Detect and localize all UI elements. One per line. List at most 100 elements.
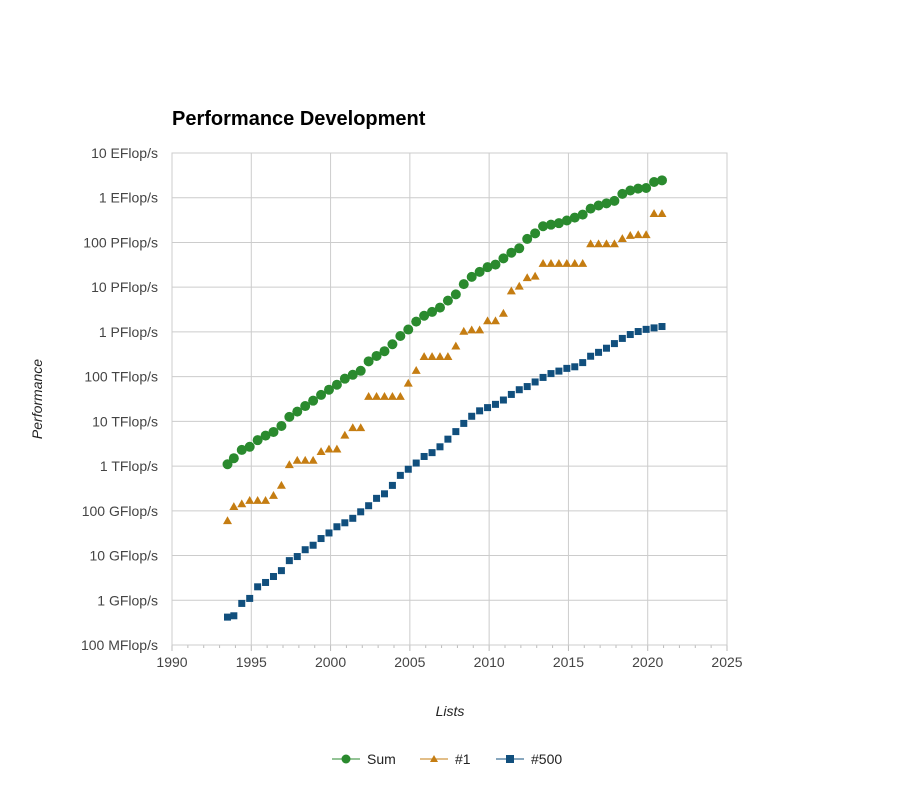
data-point — [379, 391, 389, 400]
data-point — [435, 352, 445, 361]
data-point — [419, 310, 430, 321]
data-point — [223, 516, 232, 525]
data-point — [547, 370, 555, 378]
data-point — [460, 419, 468, 427]
data-point — [587, 352, 595, 360]
data-point — [601, 198, 612, 209]
data-point — [237, 499, 247, 508]
data-point — [387, 339, 398, 350]
data-point — [585, 203, 596, 214]
data-point — [277, 567, 285, 575]
data-point — [373, 494, 381, 502]
plot-frame — [171, 152, 728, 646]
data-point — [450, 289, 461, 300]
data-point — [571, 363, 579, 371]
data-point — [324, 444, 334, 453]
data-point — [601, 239, 611, 248]
data-point — [300, 455, 310, 464]
data-point — [650, 324, 658, 332]
data-point — [553, 218, 564, 229]
data-point — [276, 420, 287, 431]
series-square — [224, 323, 666, 621]
data-point — [411, 366, 421, 374]
data-point — [293, 553, 301, 561]
data-point — [230, 612, 238, 620]
legend-marker — [430, 755, 438, 762]
data-point — [609, 195, 620, 206]
data-point — [610, 340, 618, 348]
data-point — [340, 430, 350, 439]
data-point — [490, 259, 501, 270]
data-point — [468, 412, 476, 420]
data-point — [506, 286, 516, 295]
data-point — [618, 334, 626, 342]
data-point — [323, 384, 334, 395]
data-point — [268, 426, 279, 437]
data-point — [657, 209, 667, 217]
y-axis-ticks: 100 MFlop/s 1 GFlop/s 10 GFlop/s 100 GFlop/… — [81, 145, 158, 653]
y-tick-label: 10 GFlop/s — [90, 548, 158, 564]
data-point — [252, 435, 263, 446]
data-point — [569, 212, 580, 223]
data-series — [222, 175, 667, 621]
data-point — [579, 359, 587, 367]
data-point — [563, 364, 571, 372]
data-point — [246, 594, 254, 602]
data-point — [555, 367, 563, 375]
data-point — [514, 281, 524, 290]
data-point — [442, 295, 453, 306]
data-point — [626, 331, 634, 339]
legend: Sum #1 #500 — [332, 751, 562, 767]
data-point — [224, 613, 231, 621]
data-point — [238, 599, 246, 607]
data-point — [254, 583, 262, 591]
data-point — [593, 200, 604, 211]
data-point — [474, 266, 485, 277]
data-point — [561, 215, 572, 226]
data-point — [531, 378, 539, 386]
legend-label: Sum — [367, 751, 396, 767]
data-point — [253, 496, 263, 504]
data-point — [427, 352, 437, 361]
y-tick-label: 1 EFlop/s — [99, 190, 158, 206]
data-point — [617, 188, 628, 199]
data-point — [316, 447, 326, 456]
data-point — [347, 369, 358, 380]
data-point — [577, 209, 588, 220]
x-tick-label: 1995 — [236, 654, 267, 670]
data-point — [482, 262, 493, 273]
data-point — [403, 378, 413, 387]
data-point — [538, 258, 548, 267]
data-point — [451, 341, 461, 350]
data-point — [595, 348, 603, 356]
data-point — [649, 209, 659, 217]
y-tick-label: 10 EFlop/s — [91, 145, 158, 161]
data-point — [483, 316, 493, 325]
data-point — [467, 325, 477, 334]
data-point — [498, 253, 509, 264]
x-axis-ticks: 1990 1995 2000 2005 2010 2015 2020 2025 — [156, 654, 742, 670]
data-point — [236, 444, 247, 455]
data-point — [658, 323, 666, 331]
data-point — [586, 239, 596, 248]
data-point — [395, 331, 406, 342]
legend-label: #1 — [455, 751, 471, 767]
data-point — [434, 302, 445, 313]
data-point — [396, 471, 404, 479]
data-point — [530, 271, 540, 280]
data-point — [617, 234, 627, 242]
data-point — [372, 391, 382, 400]
series-triangle — [223, 209, 667, 525]
data-point — [300, 401, 311, 412]
legend-label: #500 — [531, 751, 562, 767]
x-tick-label: 2025 — [711, 654, 742, 670]
legend-marker — [506, 755, 514, 763]
data-point — [570, 258, 580, 267]
data-point — [641, 182, 652, 193]
data-point — [427, 306, 438, 317]
data-point — [364, 391, 374, 400]
data-point — [459, 326, 469, 335]
data-point — [506, 247, 517, 258]
data-point — [594, 239, 604, 248]
data-point — [261, 496, 271, 504]
